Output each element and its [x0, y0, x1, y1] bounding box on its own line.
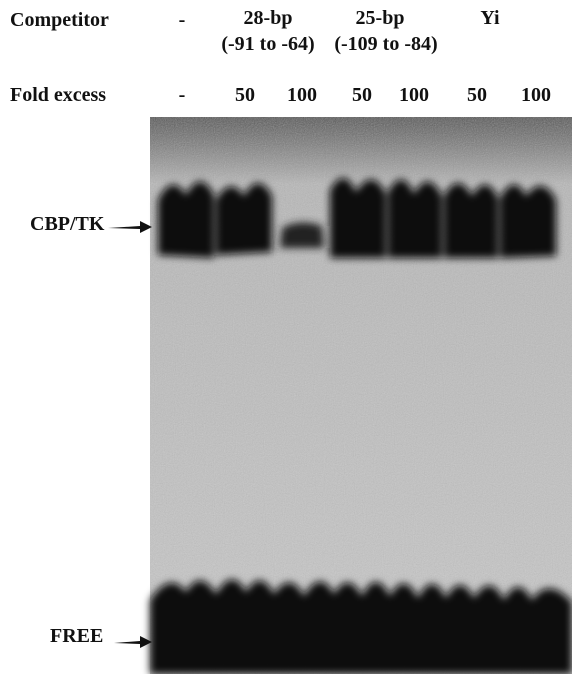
gel — [150, 117, 572, 674]
competitor-name: 25-bp — [356, 7, 405, 29]
fold-excess: 50 — [352, 84, 372, 106]
competitor-name: 28-bp — [244, 7, 293, 29]
free-bands — [150, 579, 572, 674]
competitor-name: - — [179, 9, 186, 31]
free-label: FREE — [50, 625, 103, 647]
fold-excess: 100 — [399, 84, 429, 106]
competitor-range: (-91 to -64) — [221, 33, 314, 55]
competitor-name: Yi — [480, 7, 500, 29]
free-arrow — [114, 636, 152, 648]
fold-excess: 100 — [287, 84, 317, 106]
complex-bands — [158, 177, 556, 258]
fold-excess: - — [179, 84, 186, 106]
complex-arrow — [108, 221, 152, 233]
competitor-label: Competitor — [10, 9, 109, 31]
fold-excess-label: Fold excess — [10, 84, 106, 106]
fold-excess: 100 — [521, 84, 551, 106]
competitor-range: (-109 to -84) — [334, 33, 437, 55]
complex-label: CBP/TK — [30, 213, 105, 235]
fold-excess: 50 — [235, 84, 255, 106]
fold-excess: 50 — [467, 84, 487, 106]
